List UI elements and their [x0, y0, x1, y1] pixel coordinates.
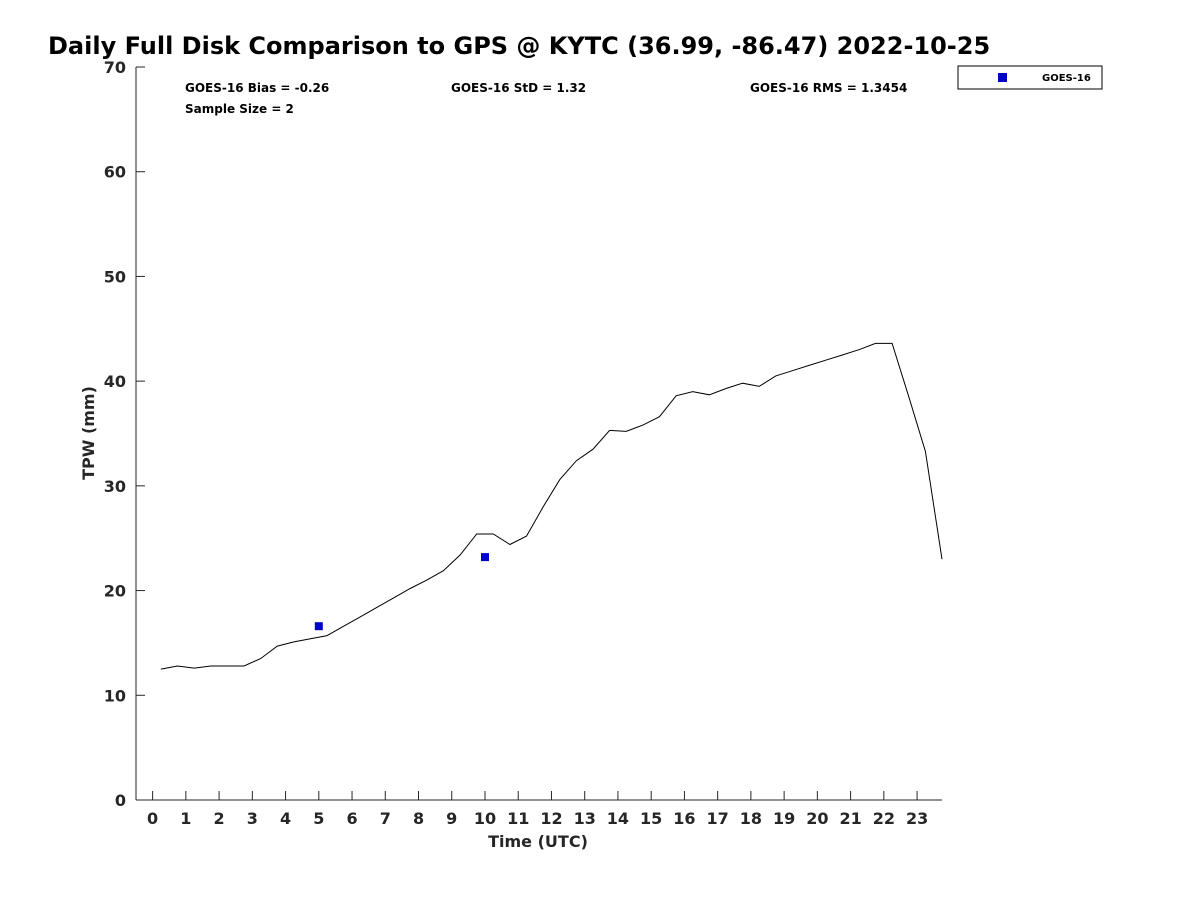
stat-std: GOES-16 StD = 1.32: [451, 81, 586, 95]
y-ticks: 0 10 20 30 40 50 60 70: [104, 58, 145, 810]
x-tick-label: 3: [247, 809, 258, 828]
legend-marker-goes16: [998, 73, 1007, 82]
x-tick-label: 8: [413, 809, 424, 828]
x-tick-label: 18: [740, 809, 762, 828]
legend: GOES-16: [957, 65, 1103, 90]
x-tick-label: 19: [773, 809, 795, 828]
x-tick-label: 7: [380, 809, 391, 828]
y-tick-label: 30: [104, 477, 126, 496]
y-tick-label: 70: [104, 58, 126, 77]
x-axis-label: Time (UTC): [488, 832, 588, 851]
x-tick-label: 17: [707, 809, 729, 828]
chart-title: Daily Full Disk Comparison to GPS @ KYTC…: [48, 32, 990, 60]
x-tick-label: 12: [540, 809, 562, 828]
x-tick-label: 21: [839, 809, 861, 828]
x-tick-label: 11: [507, 809, 529, 828]
y-tick-label: 60: [104, 163, 126, 182]
x-tick-label: 22: [873, 809, 895, 828]
x-tick-label: 23: [906, 809, 928, 828]
plot-area: [135, 67, 942, 801]
x-tick-label: 6: [346, 809, 357, 828]
gps-series-line: [160, 342, 943, 670]
x-tick-label: 2: [214, 809, 225, 828]
x-tick-label: 1: [180, 809, 191, 828]
x-tick-label: 14: [607, 809, 629, 828]
legend-box: [957, 65, 1103, 90]
x-ticks: 0 1 2 3 4 5 6 7 8 9 10 11 12 13 14 15 16 17 18 19 20 21 22 23: [147, 791, 928, 828]
x-tick-label: 16: [673, 809, 695, 828]
x-tick-label: 4: [280, 809, 291, 828]
x-tick-label: 0: [147, 809, 158, 828]
goes16-point: [481, 553, 489, 562]
x-tick-label: 20: [806, 809, 828, 828]
stat-bias: GOES-16 Bias = -0.26: [185, 81, 329, 95]
y-tick-label: 10: [104, 686, 126, 705]
stat-sample-size: Sample Size = 2: [185, 102, 294, 116]
x-tick-label: 9: [446, 809, 457, 828]
x-tick-label: 5: [313, 809, 324, 828]
y-tick-label: 20: [104, 582, 126, 601]
y-tick-label: 50: [104, 267, 126, 286]
y-tick-label: 0: [115, 791, 126, 810]
x-tick-label: 10: [474, 809, 496, 828]
y-tick-label: 40: [104, 372, 126, 391]
goes16-markers: [314, 553, 489, 631]
stat-rms: GOES-16 RMS = 1.3454: [750, 81, 907, 95]
x-tick-label: 13: [574, 809, 596, 828]
x-tick-label: 15: [640, 809, 662, 828]
legend-label-goes16: GOES-16: [1042, 73, 1091, 84]
y-axis-label: TPW (mm): [79, 386, 98, 480]
goes16-point: [314, 622, 323, 631]
